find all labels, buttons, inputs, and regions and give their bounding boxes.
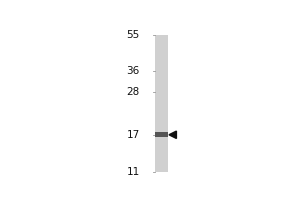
Polygon shape	[169, 131, 176, 138]
Bar	[155, 132, 168, 137]
Text: 17: 17	[127, 130, 140, 140]
Text: 36: 36	[127, 66, 140, 76]
Text: 11: 11	[127, 167, 140, 177]
Text: 55: 55	[127, 30, 140, 40]
Text: 28: 28	[127, 87, 140, 97]
Bar	[155, 35, 168, 172]
